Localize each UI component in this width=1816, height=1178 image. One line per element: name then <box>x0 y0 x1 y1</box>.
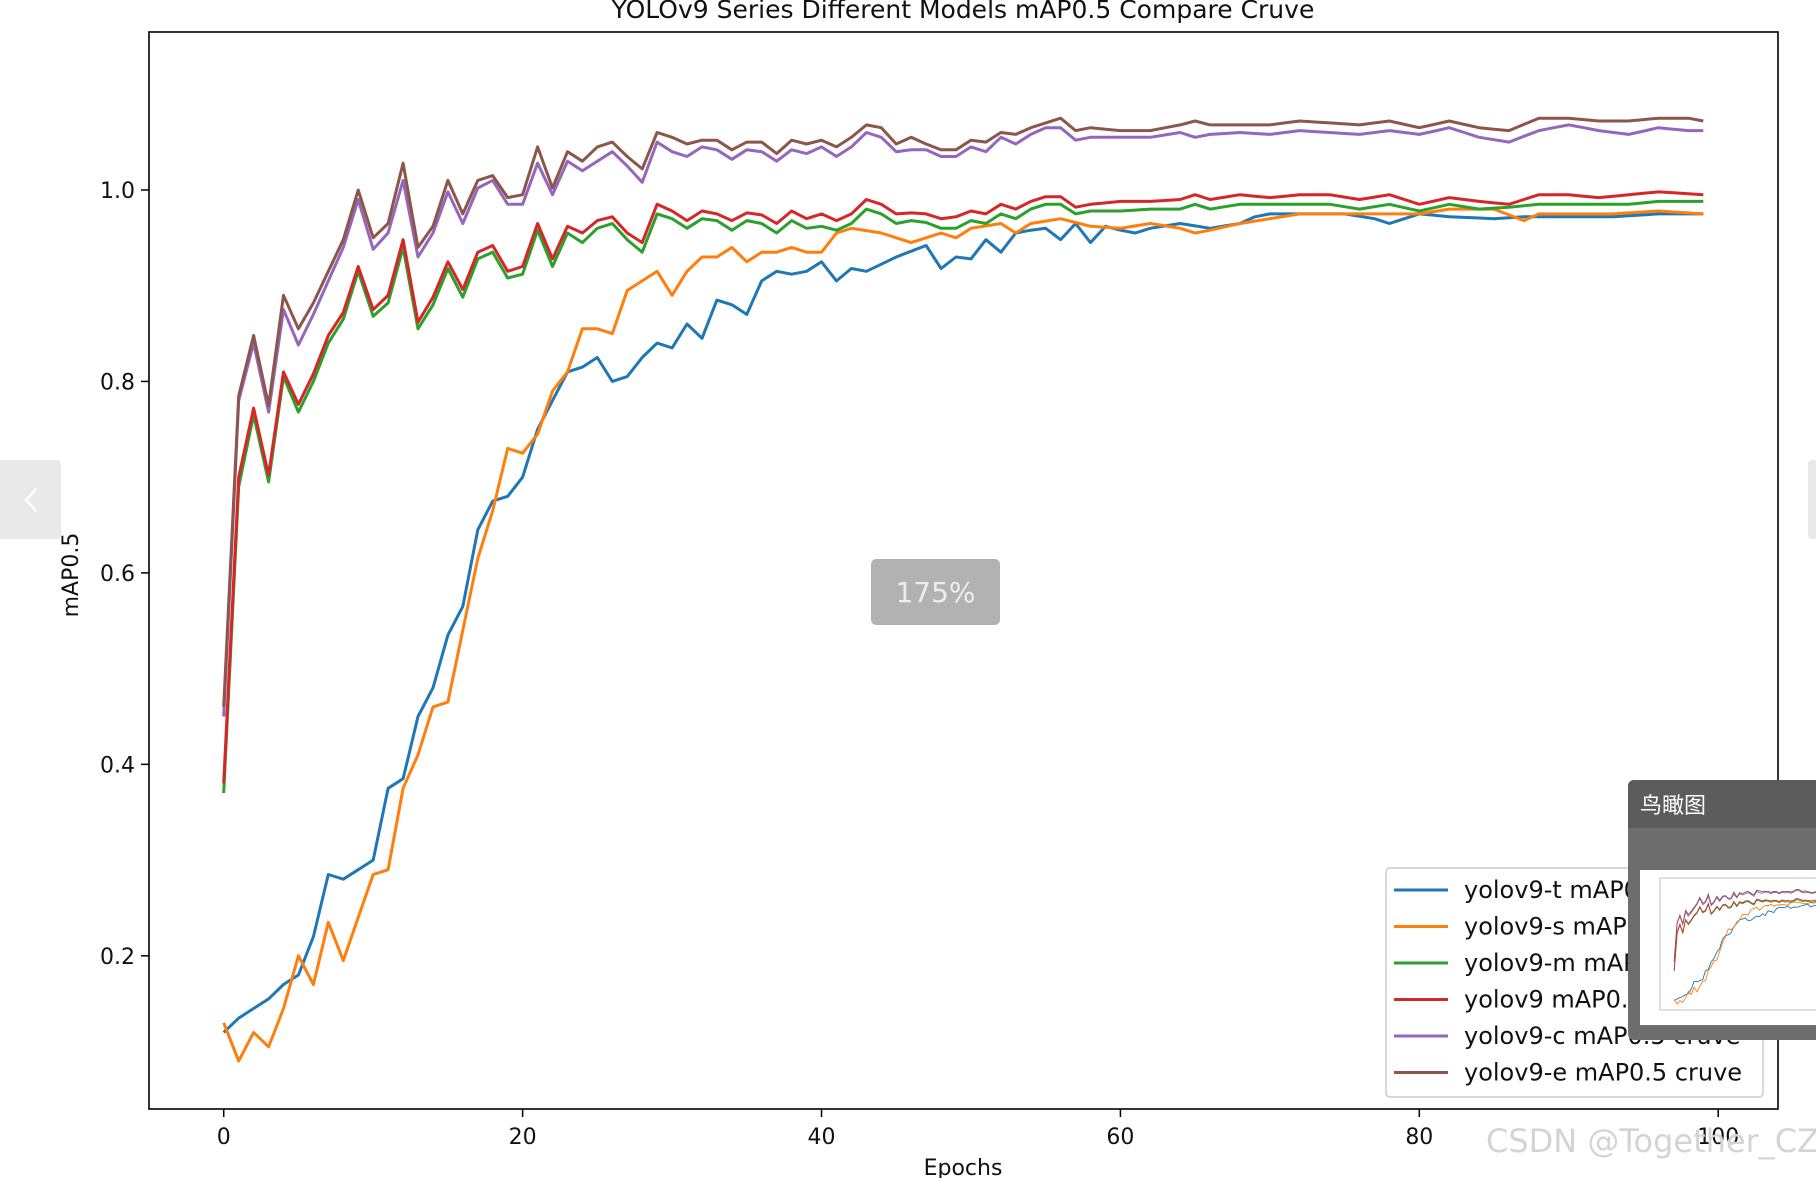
x-tick-label: 40 <box>808 1125 836 1150</box>
zoom-level-text: 175% <box>895 575 976 609</box>
series-line-3 <box>222 199 1704 794</box>
thumb-series-line-2 <box>1673 901 1816 1005</box>
thumb-series-line-4 <box>1673 898 1816 971</box>
watermark: CSDN @Together_CZ <box>1486 1122 1816 1160</box>
series-line-2 <box>222 207 1704 1063</box>
chevron-left-icon <box>23 487 37 512</box>
series-line-5 <box>222 123 1704 717</box>
thumb-series-line-6 <box>1673 888 1816 961</box>
birdseye-header: 鸟瞰图 <box>1628 780 1816 828</box>
series-line-4 <box>222 190 1704 784</box>
y-tick-label: 0.4 <box>100 753 135 778</box>
y-axis-ticks: 0.2 0.4 0.6 0.8 1.0 <box>100 179 149 970</box>
chart-marks <box>222 116 1704 1063</box>
birdseye-thumbnail[interactable] <box>1640 870 1816 1025</box>
series-line-6 <box>222 116 1704 707</box>
thumb-series-line-3 <box>1673 899 1816 972</box>
thumb-series-line-1 <box>1673 903 1816 1001</box>
thumb-frame <box>1659 877 1816 1011</box>
birdseye-title: 鸟瞰图 <box>1640 794 1707 819</box>
y-tick-label: 0.6 <box>100 562 135 587</box>
y-tick-label: 0.8 <box>100 370 135 395</box>
next-image-button[interactable] <box>1808 460 1816 539</box>
y-tick-label: 0.2 <box>100 945 135 970</box>
x-axis-label: Epochs <box>924 1156 1003 1178</box>
thumb-series-line-5 <box>1673 889 1816 962</box>
birdseye-thumbnail-chart <box>1659 877 1816 1011</box>
plot-frame <box>148 31 1779 1110</box>
x-tick-label: 20 <box>509 1125 537 1150</box>
series-line-1 <box>222 212 1704 1034</box>
zoom-level-badge: 175% <box>871 559 1000 625</box>
birdseye-panel[interactable]: 鸟瞰图 <box>1628 780 1816 1040</box>
x-tick-label: 80 <box>1405 1125 1433 1150</box>
x-axis-ticks: 0 20 40 60 80 100 <box>217 1109 1739 1150</box>
y-tick-label: 1.0 <box>100 179 135 204</box>
x-tick-label: 0 <box>217 1125 231 1150</box>
x-tick-label: 100 <box>1697 1125 1739 1150</box>
x-tick-label: 60 <box>1106 1125 1134 1150</box>
previous-image-button[interactable] <box>0 460 61 539</box>
y-axis-label: mAP0.5 <box>59 533 84 618</box>
legend-label: yolov9-e mAP0.5 cruve <box>1464 1059 1742 1087</box>
chart-title: YOLOv9 Series Different Models mAP0.5 Co… <box>611 0 1315 24</box>
